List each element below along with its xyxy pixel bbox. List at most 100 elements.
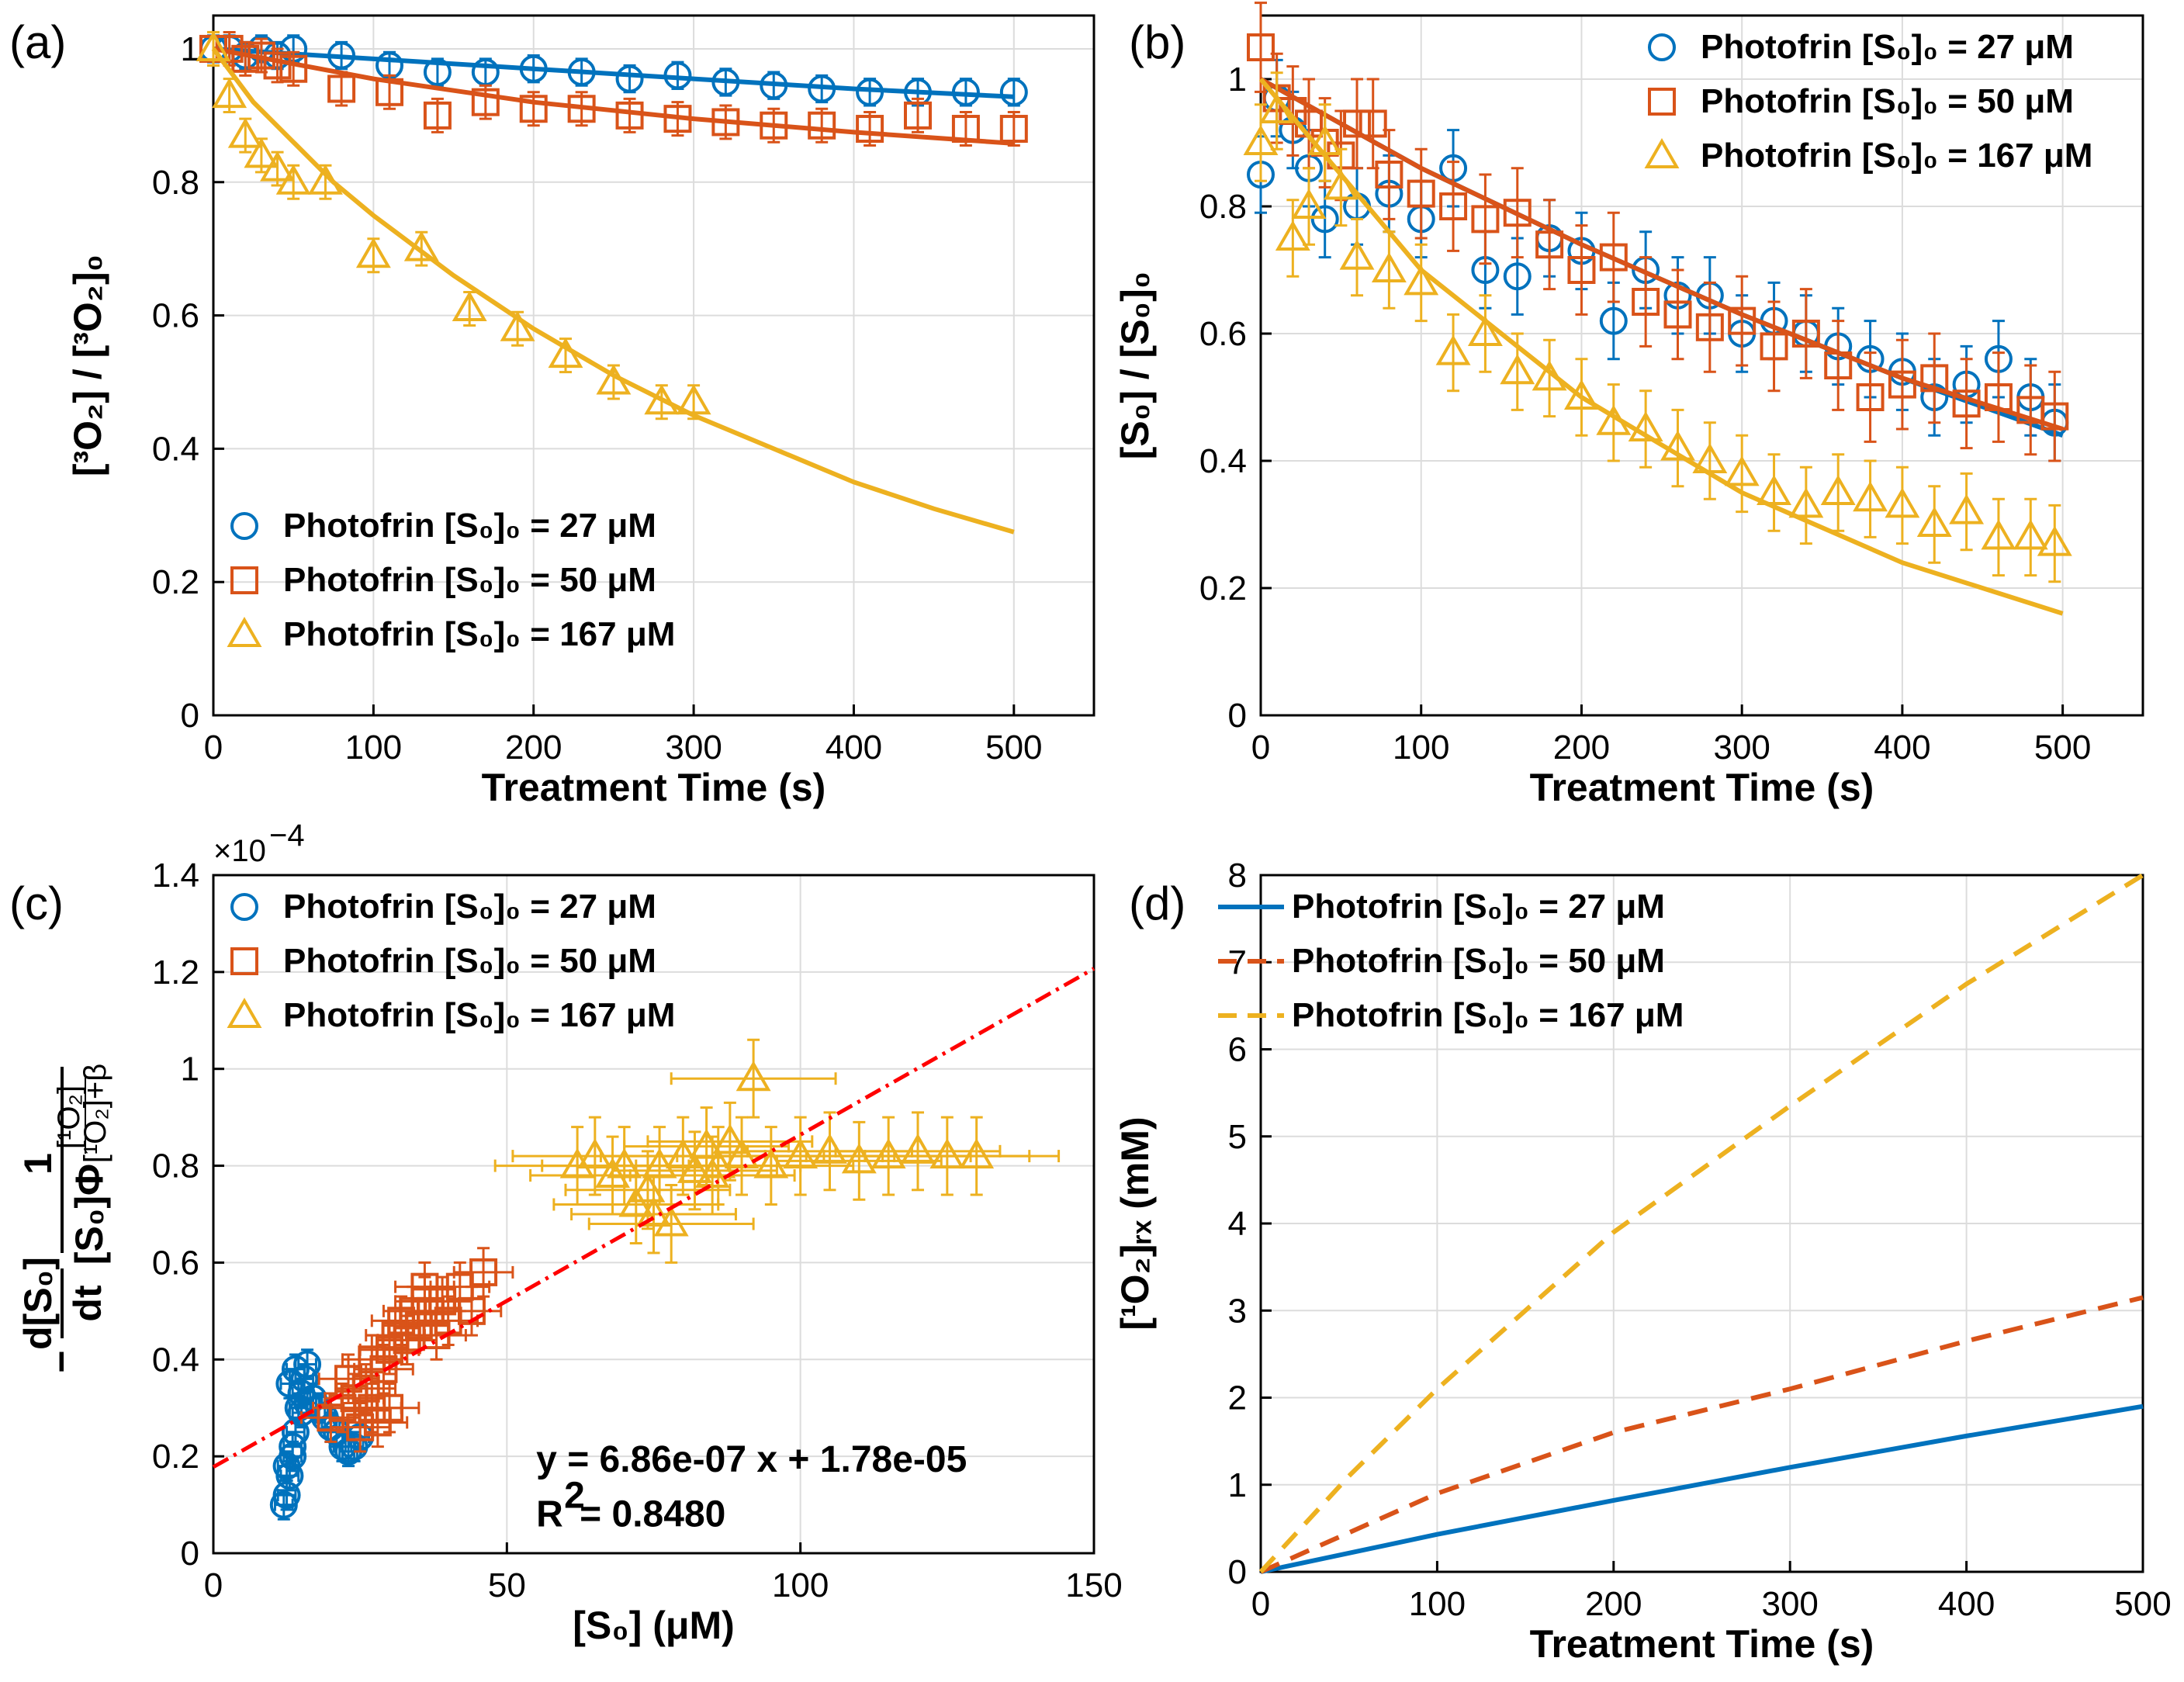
legend-item: Photofrin [S₀]₀ = 50 μM	[230, 561, 656, 599]
data-point	[929, 1138, 965, 1169]
data-point	[2013, 519, 2048, 550]
x-tick-label: 200	[505, 729, 562, 767]
y-tick-label: 0.6	[152, 1244, 199, 1282]
y-tick-label: 0.4	[152, 430, 199, 468]
fit-curve	[213, 46, 1014, 99]
data-point	[900, 1133, 936, 1164]
data-point	[1503, 199, 1532, 227]
exponent-power: −4	[269, 819, 305, 853]
y-tick-label: 0.6	[1199, 315, 1247, 353]
y-axis-label: −d[S₀] dt 1 [S₀]Φ [¹O₂][¹O₂]+β	[16, 1064, 112, 1373]
data-point	[904, 101, 932, 130]
data-point	[1310, 205, 1339, 234]
legend-item: Photofrin [S₀]₀ = 27 μM	[1648, 28, 2074, 66]
data-point	[1660, 430, 1695, 461]
y-tick-label: 5	[1228, 1118, 1247, 1156]
x-axis-label: [S₀] (μM)	[573, 1604, 735, 1647]
y-tick-label: 0.8	[152, 164, 199, 202]
y-label-denom: dt	[66, 1285, 109, 1322]
y-tick-label: 1	[1228, 1466, 1247, 1504]
data-point	[1856, 383, 1885, 411]
y-tick-label: 4	[1228, 1205, 1247, 1243]
data-point	[1724, 455, 1760, 486]
x-axis-label: Treatment Time (s)	[482, 766, 826, 809]
series-line	[1259, 1295, 2144, 1574]
y-tick-label: 1	[181, 30, 199, 68]
fit-curve	[213, 47, 1015, 146]
data-point	[1599, 243, 1628, 272]
data-point	[2037, 525, 2072, 556]
fit-line	[212, 967, 1095, 1469]
data-point	[630, 1172, 666, 1203]
x-tick-label: 100	[772, 1566, 829, 1604]
y-tick-label: 0.4	[152, 1341, 199, 1379]
fit-curve	[1259, 77, 2064, 438]
y-tick-label: 1	[1228, 61, 1247, 99]
data-point	[1467, 315, 1503, 346]
legend-marker	[230, 893, 258, 921]
x-tick-label: 500	[985, 729, 1042, 767]
y-tick-label: 2	[1228, 1379, 1247, 1417]
exponent-label: ×10 −4	[213, 819, 305, 868]
x-axis-label: Treatment Time (s)	[1530, 766, 1874, 809]
data-point	[1291, 188, 1327, 219]
data-point	[808, 111, 836, 140]
y-tick-label: 8	[1228, 857, 1247, 895]
y-tick-label: 1.4	[152, 857, 199, 895]
data-point	[351, 1374, 380, 1403]
panel-label: (c)	[9, 877, 64, 929]
data-point	[1695, 313, 1724, 341]
series-line	[1260, 1403, 2144, 1574]
data-point	[471, 88, 500, 116]
data-point	[428, 1287, 457, 1316]
data-point	[1371, 251, 1407, 282]
data-point	[212, 78, 247, 109]
data-point	[376, 1393, 403, 1422]
x-axis-label: Treatment Time (s)	[1530, 1622, 1874, 1666]
legend-label: Photofrin [S₀]₀ = 167 μM	[283, 615, 675, 653]
data-point	[607, 1147, 642, 1178]
data-point	[452, 290, 487, 321]
data-point	[519, 95, 548, 123]
data-point	[615, 64, 644, 93]
x-tick-label: 500	[2114, 1585, 2171, 1623]
series-triangle	[1243, 71, 2072, 616]
y-tick-label: 0.2	[152, 563, 199, 601]
data-point	[260, 151, 296, 182]
legend-item: Photofrin [S₀]₀ = 27 μM	[230, 888, 656, 926]
data-point	[870, 1138, 906, 1169]
data-point	[677, 1152, 712, 1183]
data-point	[642, 1147, 677, 1178]
data-point	[1435, 334, 1471, 365]
x-tick-label: 50	[488, 1566, 526, 1604]
y-label-minus: −	[40, 1350, 83, 1372]
panel-a: 0 100 200 300 400 500 0 0.2 0.4 0.6 0.8 1 (a) Treatme…	[9, 14, 1095, 809]
data-point	[959, 1138, 995, 1169]
y-tick-label: 0.8	[1199, 188, 1247, 226]
x-tick-label: 300	[1761, 1585, 1818, 1623]
data-point	[1404, 265, 1439, 296]
data-point	[1788, 487, 1824, 518]
data-point	[735, 1061, 771, 1092]
data-point	[1275, 220, 1310, 251]
data-point	[410, 1272, 439, 1301]
y-axis-label: [¹O₂]ᵣₓ (mM)	[1113, 1116, 1157, 1330]
axes-box	[1259, 14, 2144, 717]
x-tick-label: 0	[204, 729, 223, 767]
data-point	[1599, 306, 1628, 335]
data-point	[1632, 288, 1660, 316]
legend: Photofrin [S₀]₀ = 27 μM Photofrin [S₀]₀ =…	[1644, 28, 2092, 175]
panel-label: (b)	[1129, 16, 1185, 68]
data-point	[1471, 205, 1500, 234]
data-point	[281, 1355, 310, 1383]
data-point	[469, 1258, 498, 1286]
legend-label: Photofrin [S₀]₀ = 27 μM	[283, 888, 656, 926]
axes-box	[212, 14, 1095, 717]
y-tick-label: 0.6	[152, 297, 199, 335]
data-point	[279, 54, 308, 83]
legend-label: Photofrin [S₀]₀ = 50 μM	[1292, 942, 1665, 980]
data-point	[1339, 239, 1375, 270]
data-point	[694, 1158, 730, 1189]
y-tick-label: 0	[1228, 1553, 1247, 1591]
